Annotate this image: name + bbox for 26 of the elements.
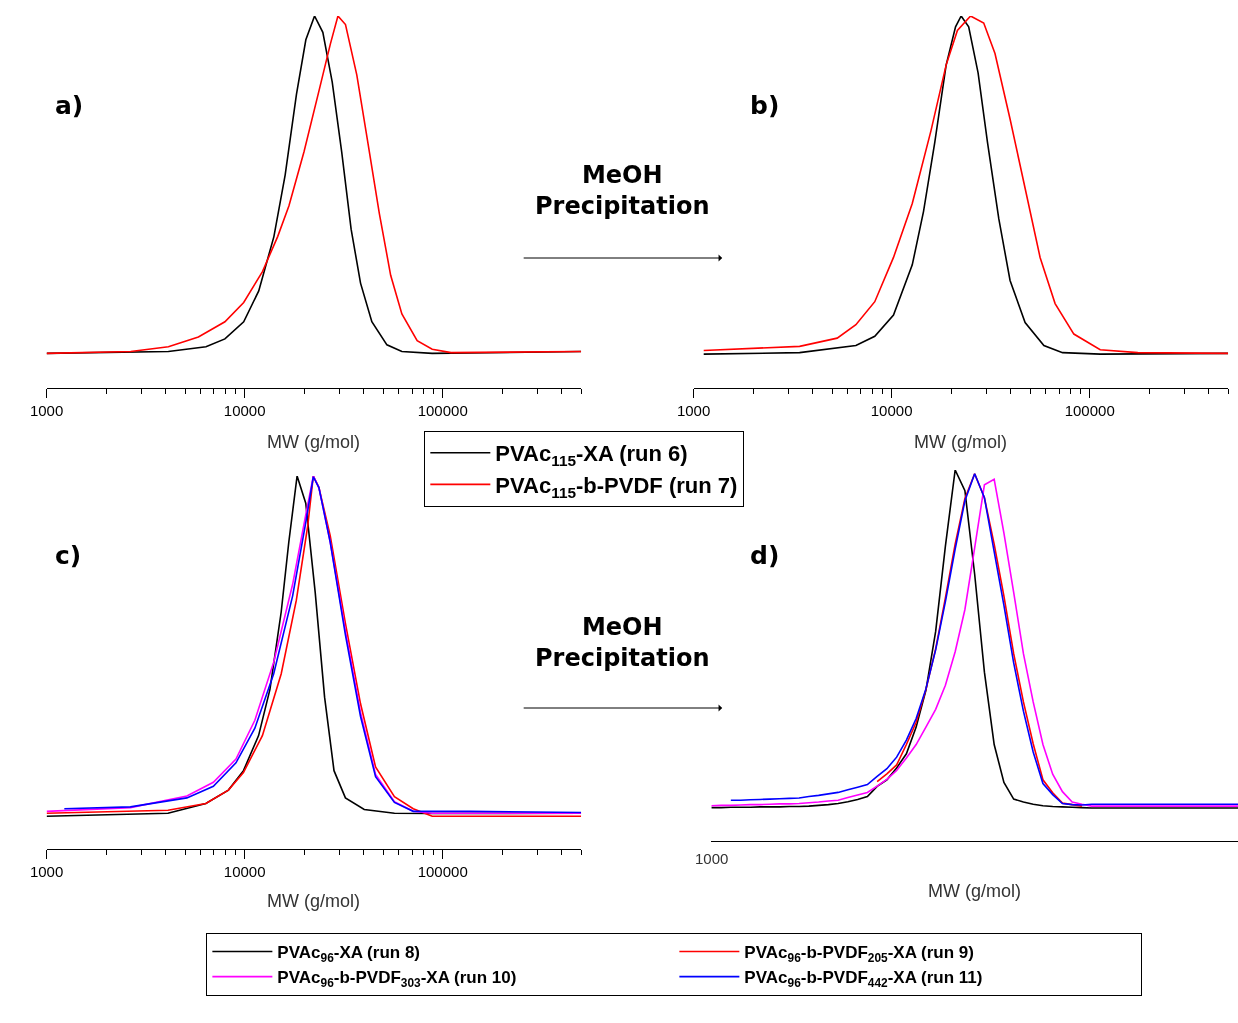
x-tick-label: 1000: [29, 863, 64, 881]
legend-label: PVAc$_{96}$-b-PVDF$_{205}$-XA (run 9): [744, 943, 974, 965]
legend-label: PVAc$_{96}$-b-PVDF$_{442}$-XA (run 11): [744, 968, 983, 990]
legend-label: PVAc$_{96}$-b-PVDF$_{303}$-XA (run 10): [277, 968, 517, 990]
x-tick-label: 100000: [417, 863, 468, 881]
annotation: b): [750, 91, 780, 120]
annotation: d): [750, 541, 780, 570]
x-axis-title: MW (g/mol): [928, 881, 1021, 901]
legend-label: PVAc$_{96}$-XA (run 8): [277, 943, 421, 965]
x-tick-label: 1000: [29, 402, 64, 420]
x-tick-label: 10000: [223, 402, 266, 420]
x-axis-title: MW (g/mol): [914, 432, 1007, 452]
x-tick-label: 10000: [870, 402, 913, 420]
x-axis-title: MW (g/mol): [267, 432, 360, 452]
annotation: a): [55, 91, 84, 120]
x-tick-label: 1000: [676, 402, 711, 420]
x-tick-label: 100000: [417, 402, 468, 420]
annotation: MeOH Precipitation: [535, 161, 710, 221]
legend-label: PVAc$_{115}$-b-PVDF (run 7): [495, 472, 738, 501]
text: 1000: [695, 850, 729, 867]
x-tick-label: 100000: [1064, 402, 1115, 420]
x-axis-title: MW (g/mol): [267, 891, 360, 911]
x-tick-label: 10000: [223, 863, 266, 881]
annotation: MeOH Precipitation: [535, 613, 710, 673]
legend-label: PVAc$_{115}$-XA (run 6): [495, 441, 688, 469]
annotation: c): [55, 541, 82, 570]
